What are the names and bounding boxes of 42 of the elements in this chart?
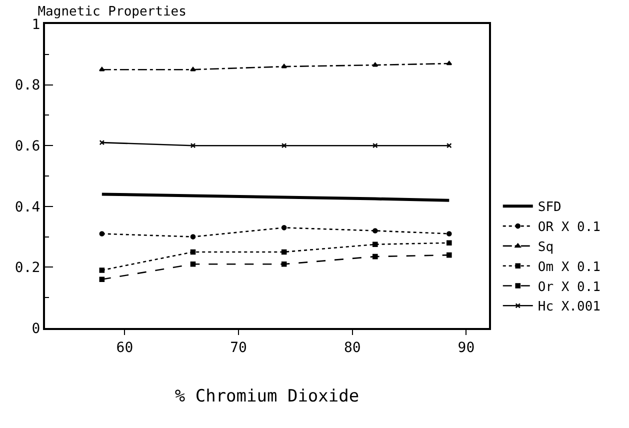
- point: [99, 268, 105, 273]
- point: [98, 66, 105, 72]
- point: [281, 262, 287, 267]
- line-series: [100, 192, 451, 202]
- x-tick-label: 90: [458, 340, 475, 356]
- legend-label: Or X 0.1: [538, 280, 601, 295]
- y-tick-label: 0.6: [14, 138, 40, 154]
- legend-label: Hc X.001: [538, 300, 601, 315]
- point: [446, 240, 452, 246]
- x-axis-title: % Chromium Dioxide: [174, 386, 360, 407]
- point: [372, 62, 378, 67]
- legend-label: OR X 0.1: [538, 220, 601, 236]
- y-tick-label: 0.8: [14, 78, 40, 94]
- point: [281, 225, 287, 230]
- x-tick-label: 70: [230, 340, 247, 356]
- y-tick-label: 0.2: [14, 260, 40, 276]
- legend-label: Sq: [538, 240, 554, 256]
- point: [372, 228, 378, 234]
- y-tick-label: 1: [32, 16, 40, 33]
- legend-label: SFD: [538, 200, 562, 216]
- x-tick-label: 80: [344, 340, 361, 356]
- point: [190, 142, 196, 148]
- point: [446, 252, 452, 258]
- point: [372, 242, 378, 248]
- point: [190, 262, 196, 267]
- point: [446, 231, 452, 236]
- point: [446, 60, 452, 66]
- point: [281, 64, 288, 68]
- point: [99, 276, 105, 282]
- legend-label: Om X 0.1: [538, 260, 601, 275]
- point: [372, 142, 378, 148]
- point: [190, 234, 196, 240]
- point: [372, 254, 378, 260]
- y-tick-label: 0: [32, 320, 40, 337]
- chart-title: Magnetic Properties: [38, 4, 186, 20]
- x-tick-label: 60: [116, 340, 134, 356]
- point: [190, 249, 196, 255]
- point: [190, 66, 196, 72]
- y-tick-label: 0.4: [14, 199, 40, 216]
- point: [281, 249, 287, 255]
- point: [99, 231, 105, 236]
- point: [281, 142, 287, 148]
